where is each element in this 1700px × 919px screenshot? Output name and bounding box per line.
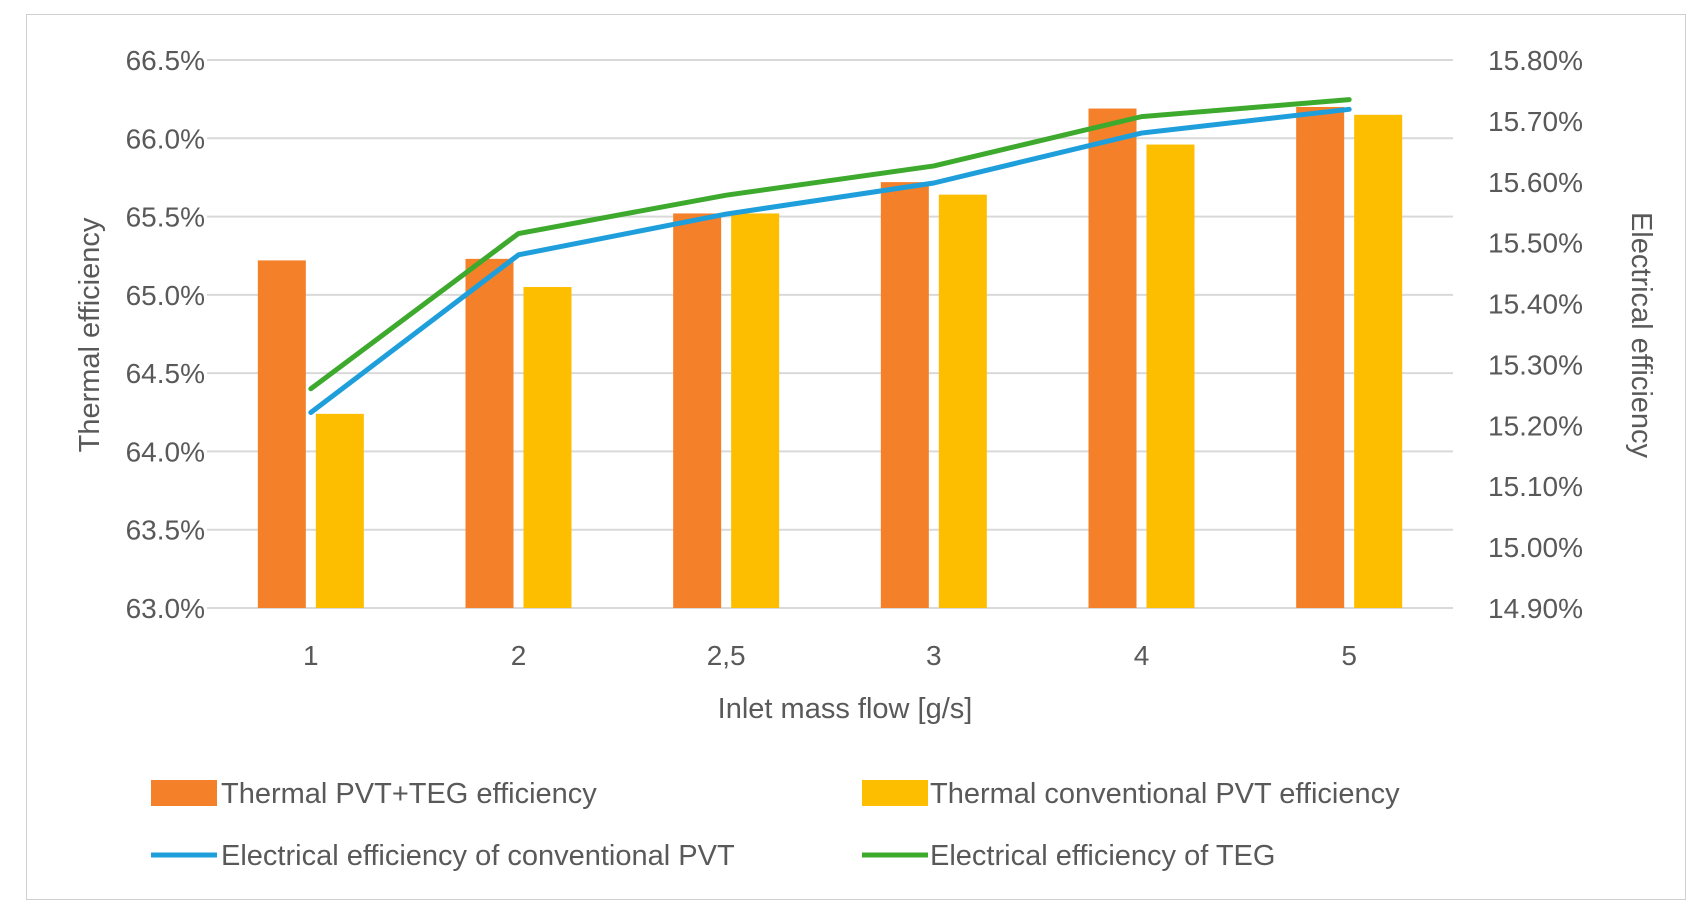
x-axis-tick-label: 2 xyxy=(511,640,527,671)
right-axis-tick-label: 15.00% xyxy=(1488,532,1583,563)
x-axis-tick-label: 3 xyxy=(926,640,942,671)
left-axis-ticks: 63.0% 63.5% 64.0% 64.5% 65.0% 65.5% 66.0% 66.5% xyxy=(126,45,205,624)
legend-label-electrical-teg: Electrical efficiency of TEG xyxy=(930,840,1275,872)
bar-thermal-pvt-teg xyxy=(673,213,722,608)
left-axis-tick-label: 64.5% xyxy=(126,358,205,389)
legend-swatch-thermal-conventional-pvt xyxy=(862,780,928,806)
x-axis-tick-label: 5 xyxy=(1341,640,1357,671)
x-axis-ticks: 1 2 2,5 3 4 5 xyxy=(303,640,1357,671)
legend-label-thermal-conventional-pvt: Thermal conventional PVT efficiency xyxy=(930,778,1400,810)
x-axis-tick-label: 4 xyxy=(1134,640,1150,671)
right-axis-tick-label: 15.40% xyxy=(1488,289,1583,320)
left-axis-tick-label: 65.0% xyxy=(126,280,205,311)
left-axis-title: Thermal efficiency xyxy=(74,217,106,452)
gridlines xyxy=(207,59,1453,609)
right-axis-tick-label: 15.70% xyxy=(1488,106,1583,137)
bar-thermal-pvt-teg xyxy=(880,182,929,608)
right-axis-title: Electrical efficiency xyxy=(1625,212,1657,459)
legend-label-thermal-pvt-teg: Thermal PVT+TEG efficiency xyxy=(221,778,597,810)
right-axis-ticks: 14.90% 15.00% 15.10% 15.20% 15.30% 15.40% 15.5… xyxy=(1488,45,1583,624)
right-axis-tick-label: 15.10% xyxy=(1488,471,1583,502)
series-lines xyxy=(308,97,1352,416)
line-electrical-conventional-pvt xyxy=(308,106,1352,416)
left-axis-tick-label: 66.5% xyxy=(126,45,205,76)
legend: Thermal PVT+TEG efficiency Thermal conve… xyxy=(151,778,1400,872)
bar-thermal-conventional-pvt xyxy=(731,213,780,608)
left-axis-tick-label: 65.5% xyxy=(126,202,205,233)
bar-thermal-conventional-pvt xyxy=(1354,114,1403,609)
x-axis-title: Inlet mass flow [g/s] xyxy=(718,693,973,725)
left-axis-tick-label: 64.0% xyxy=(126,436,205,467)
right-axis-tick-label: 15.50% xyxy=(1488,228,1583,259)
legend-label-electrical-conventional-pvt: Electrical efficiency of conventional PV… xyxy=(221,840,735,872)
bar-thermal-conventional-pvt xyxy=(523,287,572,608)
bar-thermal-conventional-pvt xyxy=(315,413,364,608)
bar-thermal-conventional-pvt xyxy=(938,194,987,608)
right-axis-tick-label: 15.20% xyxy=(1488,410,1583,441)
right-axis-tick-label: 15.80% xyxy=(1488,45,1583,76)
bar-thermal-pvt-teg xyxy=(1296,106,1345,608)
x-axis-tick-label: 1 xyxy=(303,640,319,671)
left-axis-tick-label: 63.0% xyxy=(126,593,205,624)
legend-swatch-thermal-pvt-teg xyxy=(151,780,217,806)
bars xyxy=(257,106,1403,609)
bar-thermal-pvt-teg xyxy=(1088,108,1137,608)
bar-thermal-pvt-teg xyxy=(465,258,514,608)
bar-thermal-pvt-teg xyxy=(257,260,306,608)
line-electrical-teg xyxy=(308,97,1352,392)
right-axis-tick-label: 14.90% xyxy=(1488,593,1583,624)
left-axis-tick-label: 63.5% xyxy=(126,515,205,546)
right-axis-tick-label: 15.60% xyxy=(1488,167,1583,198)
right-axis-tick-label: 15.30% xyxy=(1488,349,1583,380)
bar-thermal-conventional-pvt xyxy=(1146,144,1195,608)
x-axis-tick-label: 2,5 xyxy=(707,640,746,671)
left-axis-tick-label: 66.0% xyxy=(126,123,205,154)
